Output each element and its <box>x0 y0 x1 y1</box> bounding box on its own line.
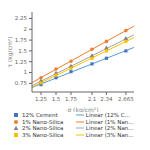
svg-text:1.75: 1.75 <box>15 37 28 43</box>
html-text:Linear (2% Nan...: Linear (2% Nan... <box>85 125 134 131</box>
svg-text:1.75: 1.75 <box>65 96 78 102</box>
svg-text:0.75: 0.75 <box>15 80 28 86</box>
html-text:Linear (3% Nan...: Linear (3% Nan... <box>85 131 134 138</box>
svg-text:σ (kg/cm²): σ (kg/cm²) <box>67 106 98 112</box>
html-text:1% Nano-Silica: 1% Nano-Silica <box>22 118 64 125</box>
svg-text:1.5: 1.5 <box>18 48 27 54</box>
html-text:12% Cement: 12% Cement <box>22 112 58 118</box>
svg-text:2.34: 2.34 <box>100 96 113 102</box>
svg-text:τ (kg/cm²): τ (kg/cm²) <box>8 36 14 67</box>
svg-text:2.1: 2.1 <box>88 96 97 102</box>
svg-text:1.5: 1.5 <box>52 96 61 102</box>
html-text:Linear (1% Nan...: Linear (1% Nan... <box>85 118 134 125</box>
svg-text:2.25: 2.25 <box>15 15 28 21</box>
svg-text:1.25: 1.25 <box>15 59 28 65</box>
html-text:Linear (12% C...: Linear (12% C... <box>85 112 130 118</box>
svg-text:2.665: 2.665 <box>118 96 134 102</box>
svg-text:2: 2 <box>24 26 28 32</box>
html-text:2% Nano-Silica: 2% Nano-Silica <box>22 125 64 131</box>
svg-text:1.25: 1.25 <box>35 96 48 102</box>
html-text:3% Nano-Silica: 3% Nano-Silica <box>22 131 64 138</box>
svg-text:1: 1 <box>24 69 28 75</box>
